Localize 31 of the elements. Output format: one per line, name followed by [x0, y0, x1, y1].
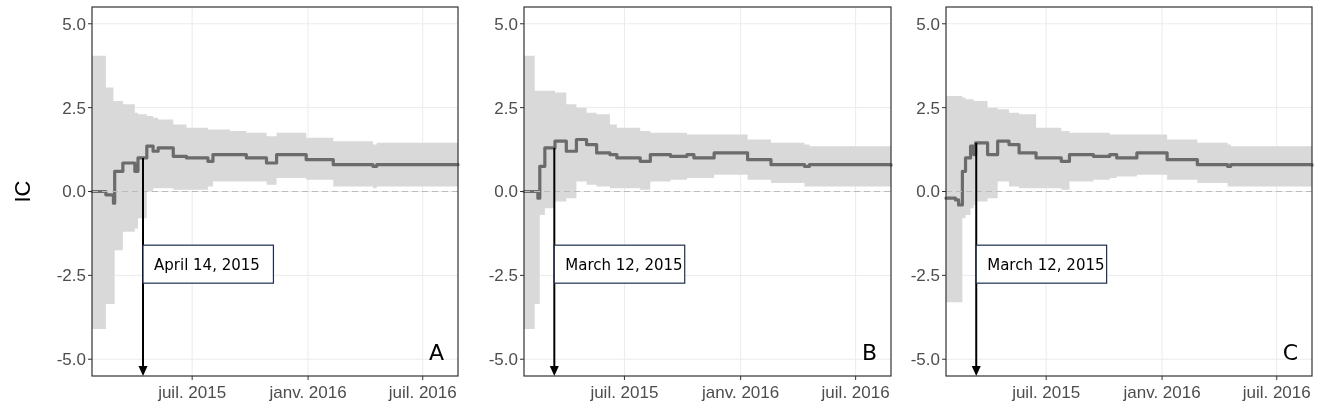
y-tick-label: -5.0	[488, 350, 518, 370]
x-tick-label: juil. 2016	[387, 383, 457, 402]
x-tick-label: janv. 2016	[701, 383, 780, 402]
ref-line-label: March 12, 2015	[987, 256, 1105, 275]
ref-line-label: April 14, 2015	[154, 256, 260, 275]
y-tick-label: 2.5	[494, 98, 518, 118]
annotation: C	[1282, 340, 1298, 365]
x-tick-label: juil. 2015	[589, 383, 659, 402]
y-tick-label: -5.0	[910, 350, 940, 370]
y-tick-label: 0.0	[916, 182, 940, 202]
y-tick-label: 0.0	[62, 182, 86, 202]
annotation: B	[861, 340, 877, 365]
x-tick-label: janv. 2016	[268, 383, 347, 402]
annotation: A	[428, 340, 444, 365]
y-tick-label: 5.0	[494, 14, 518, 34]
y-tick-label: 2.5	[62, 98, 86, 118]
y-tick-label: 5.0	[916, 14, 940, 34]
y-tick-label: -2.5	[56, 266, 86, 286]
y-tick-label: 2.5	[916, 98, 940, 118]
y-axis-title: IC	[10, 180, 35, 203]
y-tick-label: 0.0	[494, 182, 518, 202]
y-tick-label: -2.5	[910, 266, 940, 286]
y-tick-label: -2.5	[488, 266, 518, 286]
x-tick-label: juil. 2015	[157, 383, 227, 402]
x-tick-label: juil. 2016	[1241, 383, 1311, 402]
x-tick-label: janv. 2016	[1122, 383, 1201, 402]
y-tick-label: -5.0	[56, 350, 86, 370]
y-tick-label: 5.0	[62, 14, 86, 34]
ref-line-label: March 12, 2015	[565, 256, 683, 275]
x-tick-label: juil. 2016	[820, 383, 890, 402]
x-tick-label: juil. 2015	[1011, 383, 1081, 402]
